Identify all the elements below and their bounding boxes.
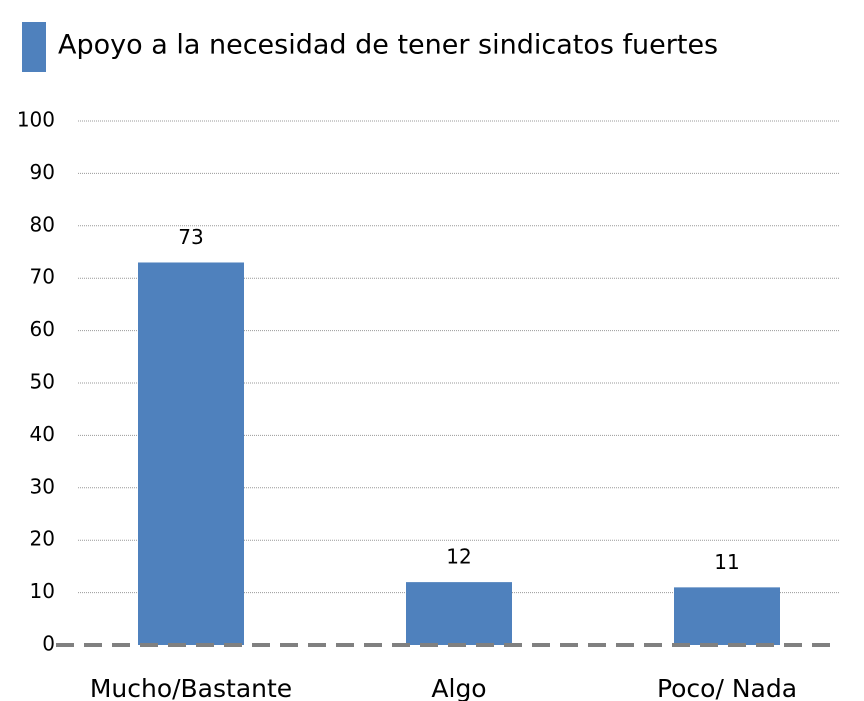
y-tick-label: 0: [42, 632, 55, 656]
y-tick-label: 50: [30, 370, 55, 394]
bar: [406, 582, 512, 645]
x-tick-label: Algo: [431, 674, 486, 701]
bar: [138, 262, 244, 645]
y-tick-label: 100: [17, 108, 55, 132]
bar: [674, 587, 780, 645]
x-tick-label: Poco/ Nada: [657, 674, 797, 701]
data-label: 11: [714, 550, 739, 574]
data-label: 12: [446, 545, 471, 569]
y-tick-label: 10: [30, 579, 55, 603]
y-tick-label: 70: [30, 265, 55, 289]
data-label: 73: [178, 225, 203, 249]
y-tick-label: 30: [30, 474, 55, 498]
chart-title: Apoyo a la necesidad de tener sindicatos…: [58, 30, 718, 61]
y-tick-label: 80: [30, 212, 55, 236]
y-tick-label: 40: [30, 422, 55, 446]
title-icon: [22, 22, 46, 72]
y-tick-label: 60: [30, 317, 55, 341]
y-tick-label: 90: [30, 160, 55, 184]
y-tick-label: 20: [30, 527, 55, 551]
x-tick-label: Mucho/Bastante: [90, 674, 292, 701]
